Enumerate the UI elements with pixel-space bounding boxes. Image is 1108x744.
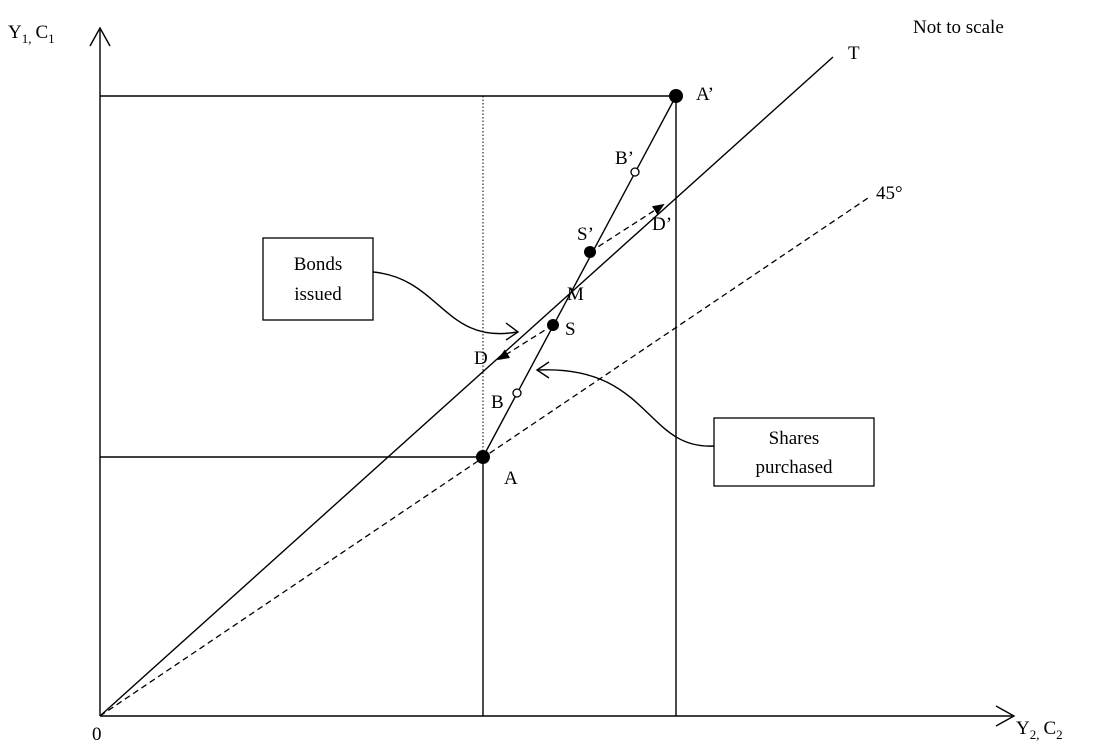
forty-five-label: 45° [876, 183, 903, 204]
bonds-callout-box [262, 237, 374, 321]
point-s [547, 319, 559, 331]
shares-callout-arrow [537, 369, 715, 447]
point-s-prime [584, 246, 596, 258]
endowment-line-a-to-a-prime [482, 95, 677, 458]
x-axis-arrowhead [995, 705, 1016, 727]
point-b-prime [630, 167, 640, 177]
arrow-s-to-d [497, 324, 554, 361]
x-axis-label-main: Y [1016, 718, 1030, 739]
t-line [99, 56, 834, 717]
y-axis-label-sub1: 1, [22, 31, 32, 46]
x-axis-label-sub1: 2, [1030, 727, 1040, 742]
x-axis-label-mid: C [1043, 718, 1056, 739]
label-a: A [504, 468, 518, 489]
label-m: M [567, 284, 584, 305]
shares-callout-line1: Shares [769, 428, 820, 449]
label-s: S [565, 319, 576, 340]
t-line-label: T [848, 43, 860, 64]
shares-callout-box [713, 417, 875, 487]
label-b-prime: B’ [615, 148, 634, 169]
origin-label: 0 [92, 724, 102, 744]
label-s-prime: S’ [577, 224, 594, 245]
label-d: D [474, 348, 488, 369]
point-a [476, 450, 490, 464]
x-axis-label-sub2: 2 [1056, 727, 1063, 742]
shares-callout-arrowhead [535, 361, 550, 379]
bonds-callout-line1: Bonds [294, 254, 343, 275]
y-axis-label-main: Y [8, 22, 22, 43]
x-axis-label: Y2, C2 [1016, 718, 1063, 742]
point-b [512, 388, 522, 398]
bonds-callout-arrow [372, 271, 518, 335]
bonds-callout-arrowhead [505, 322, 520, 341]
bonds-callout-line2: issued [294, 284, 342, 305]
shares-callout-line2: purchased [755, 457, 833, 478]
y-axis-label-sub2: 1 [48, 31, 55, 46]
not-to-scale-note: Not to scale [913, 17, 1004, 38]
label-b: B [491, 392, 504, 413]
point-a-prime [669, 89, 683, 103]
label-a-prime: A’ [696, 84, 714, 105]
arrow-s-prime-to-d-prime [589, 203, 665, 253]
label-d-prime: D’ [652, 214, 672, 235]
y-axis-label-mid: C [35, 22, 48, 43]
y-axis-label: Y1, C1 [8, 22, 55, 46]
y-axis-arrowhead [89, 26, 111, 47]
